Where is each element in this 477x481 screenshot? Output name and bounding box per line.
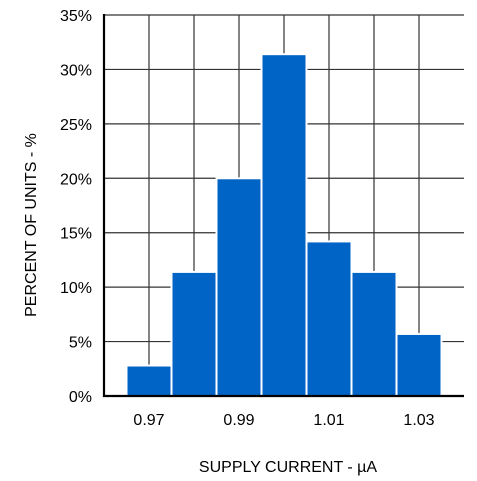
histogram-bar xyxy=(260,53,308,398)
x-tick-label: 0.99 xyxy=(223,412,254,429)
y-tick-label: 25% xyxy=(60,117,92,134)
y-tick-label: 15% xyxy=(60,226,92,243)
histogram-bar xyxy=(170,270,218,398)
x-tick-labels: 0.97 0.99 1.01 1.03 xyxy=(133,412,434,429)
y-tick-label: 35% xyxy=(60,8,92,25)
histogram-bar xyxy=(395,332,443,397)
y-tick-label: 0% xyxy=(69,389,92,406)
x-tick-label: 1.03 xyxy=(403,412,434,429)
bars xyxy=(125,53,443,398)
y-tick-label: 20% xyxy=(60,171,92,188)
histogram-bar xyxy=(125,364,173,397)
axes xyxy=(102,14,464,398)
histogram-bar xyxy=(350,270,398,398)
y-tick-label: 5% xyxy=(69,335,92,352)
histogram-bar xyxy=(215,177,263,397)
y-axis-title: PERCENT OF UNITS - % xyxy=(23,133,40,317)
x-tick-label: 0.97 xyxy=(133,412,164,429)
x-tick-label: 1.01 xyxy=(313,412,344,429)
y-tick-label: 10% xyxy=(60,280,92,297)
histogram-bar xyxy=(305,240,353,397)
x-axis-title: SUPPLY CURRENT - µA xyxy=(199,459,377,476)
y-tick-labels: 0% 5% 10% 15% 20% 25% 30% 35% xyxy=(60,8,92,406)
y-tick-label: 30% xyxy=(60,62,92,79)
